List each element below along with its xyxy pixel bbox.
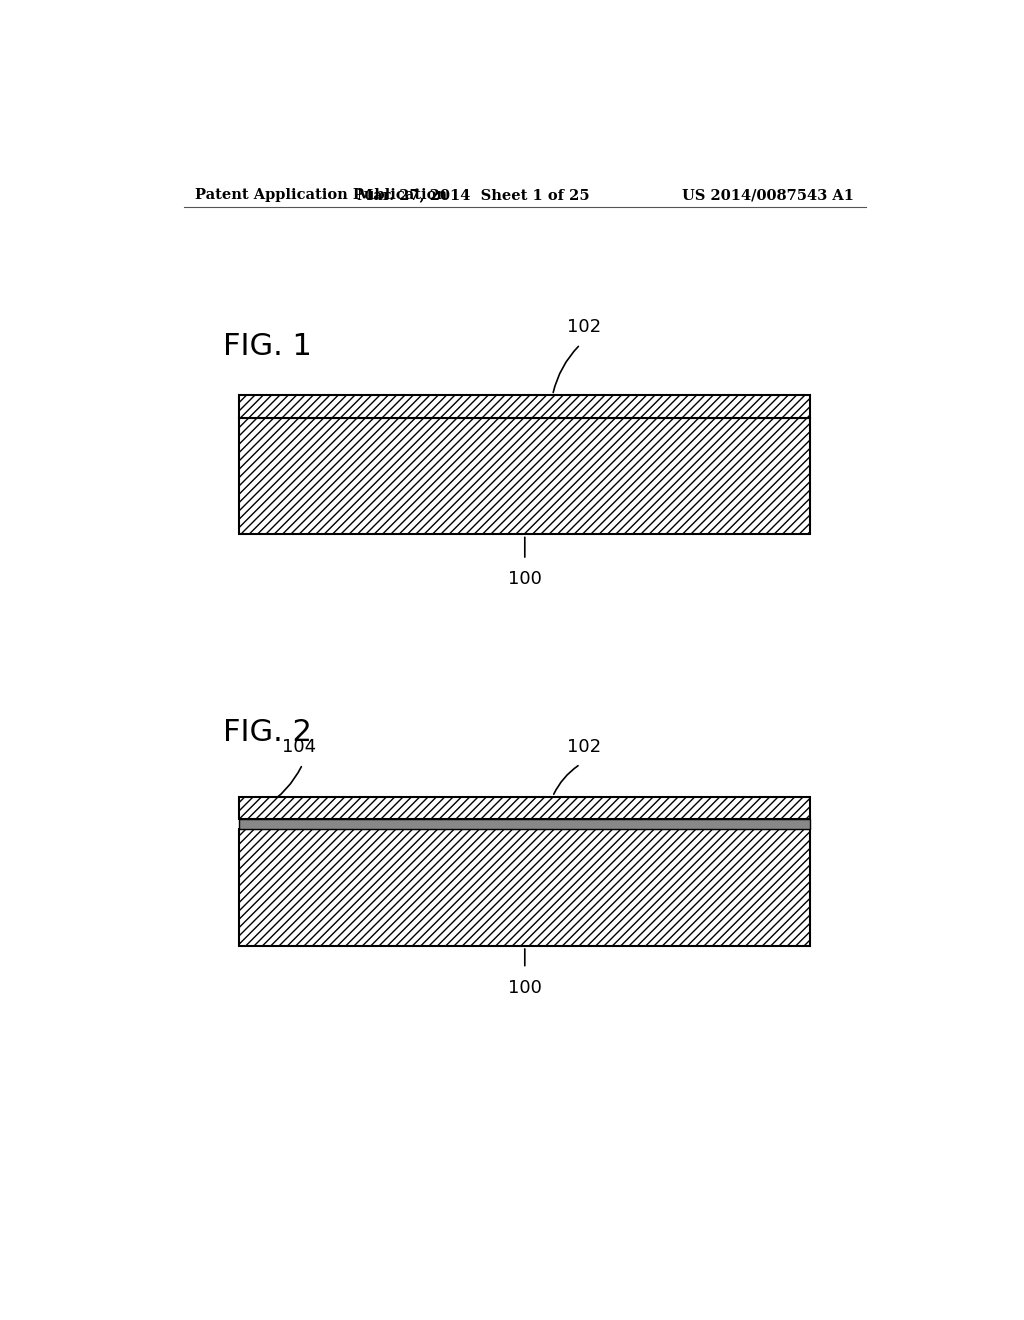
Text: 100: 100 [508, 570, 542, 587]
Bar [240, 818, 811, 829]
Text: US 2014/0087543 A1: US 2014/0087543 A1 [682, 189, 854, 202]
Bar [240, 395, 811, 417]
Text: Patent Application Publication: Patent Application Publication [196, 189, 447, 202]
Text: 102: 102 [567, 738, 601, 756]
Text: Mar. 27, 2014  Sheet 1 of 25: Mar. 27, 2014 Sheet 1 of 25 [357, 189, 590, 202]
Text: FIG. 1: FIG. 1 [223, 331, 312, 360]
Text: FIG. 2: FIG. 2 [223, 718, 312, 747]
Bar [240, 417, 811, 535]
Text: 104: 104 [282, 738, 315, 756]
Bar [240, 829, 811, 946]
Text: 102: 102 [567, 318, 601, 337]
Text: 100: 100 [508, 978, 542, 997]
Bar [240, 797, 811, 818]
